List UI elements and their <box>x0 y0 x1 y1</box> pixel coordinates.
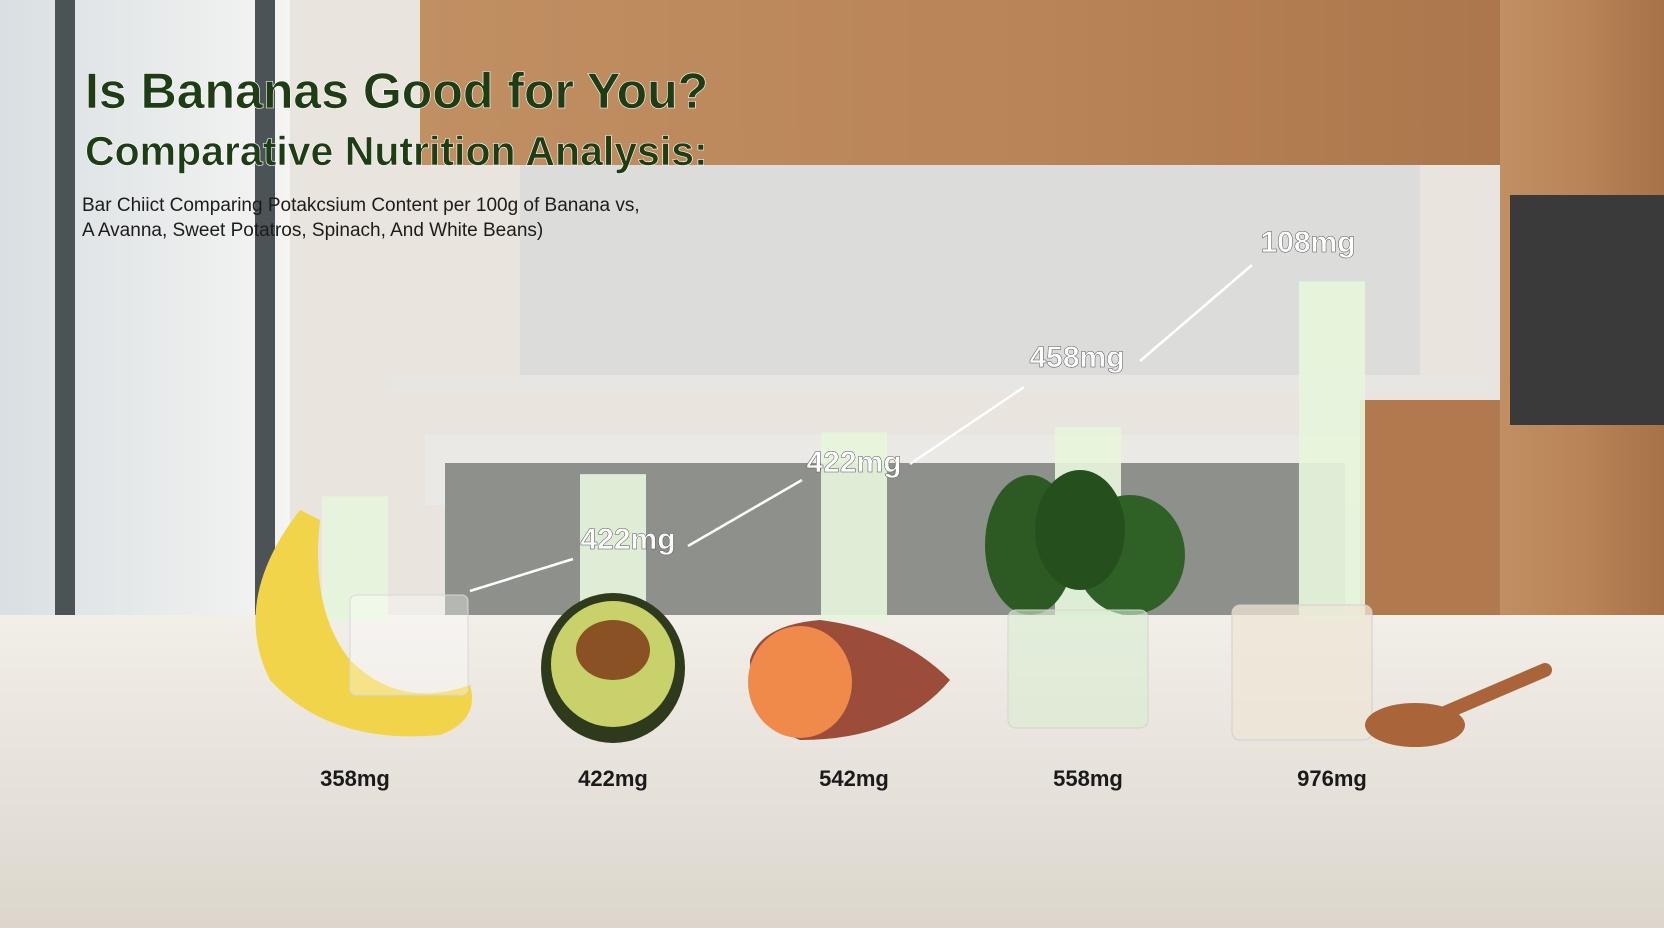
chart-subtitle: Comparative Nutrition Analysis: <box>85 128 708 174</box>
value-label: 976mg <box>1297 766 1367 791</box>
window <box>0 0 290 700</box>
food <box>255 470 1552 747</box>
connector <box>1139 264 1253 362</box>
cabinets <box>420 0 1664 165</box>
bar <box>821 432 887 621</box>
window-frame <box>255 0 275 640</box>
annotation: 422mg <box>580 523 675 556</box>
glass <box>349 594 469 696</box>
bar <box>322 496 388 621</box>
spinach-leaf <box>1035 470 1125 590</box>
avocado-pit <box>576 620 650 680</box>
value-label: 542mg <box>819 766 889 791</box>
chart-title: Is Bananas Good for You? <box>85 63 708 119</box>
glass <box>1007 609 1149 729</box>
annotation: 108mg <box>1260 226 1355 259</box>
value-label: 422mg <box>578 766 648 791</box>
oven <box>1510 195 1664 425</box>
counter <box>390 375 1490 393</box>
banana <box>255 510 472 737</box>
annotation: 458mg <box>1029 341 1124 374</box>
description: A Avanna, Sweet Potatros, Spinach, And W… <box>82 220 543 241</box>
spoon-handle <box>1433 663 1552 722</box>
description: Bar Chiict Comparing Potakcsium Content … <box>82 195 640 216</box>
drawers <box>1360 400 1500 650</box>
value-label: 358mg <box>320 766 390 791</box>
sweet-potato-flesh <box>748 626 852 738</box>
value-label: 558mg <box>1053 766 1123 791</box>
connector <box>687 478 803 548</box>
bean-glass <box>1231 604 1373 741</box>
bar-layer <box>322 281 1365 621</box>
connector <box>469 557 574 593</box>
window-frame <box>55 0 75 640</box>
backsplash <box>520 165 1420 375</box>
bar <box>1299 281 1365 621</box>
connector <box>909 385 1025 466</box>
annotation: 422mg <box>806 446 901 479</box>
